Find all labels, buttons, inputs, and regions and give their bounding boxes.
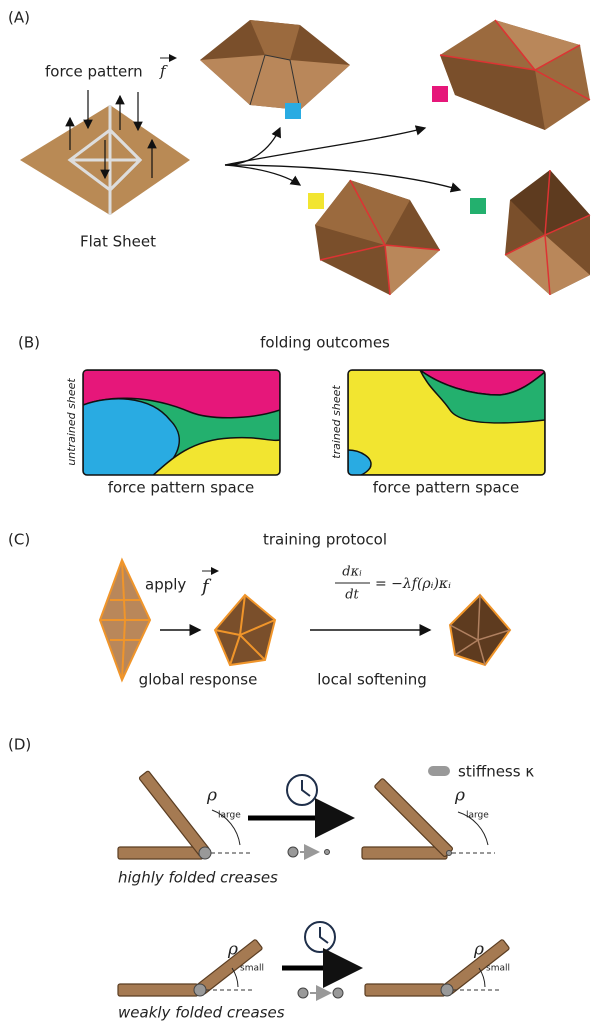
sheet-label: Flat Sheet xyxy=(80,233,156,251)
stiffness-after xyxy=(324,849,330,855)
force-label: force pattern xyxy=(45,63,143,81)
stiffness-before xyxy=(287,846,299,858)
equation-numerator: dκᵢ xyxy=(342,565,362,580)
outcome-swatch xyxy=(432,86,448,102)
rho-symbol: ρ xyxy=(227,940,238,960)
y-label: untrained sheet xyxy=(65,378,78,466)
crease-high-after xyxy=(361,778,495,860)
rho-subscript: small xyxy=(486,964,510,974)
panel-label: (B) xyxy=(18,334,40,352)
crease-weak-before xyxy=(117,939,263,997)
shape-top xyxy=(200,20,350,111)
force-symbol: f xyxy=(200,576,212,597)
y-label: trained sheet xyxy=(330,385,343,459)
panel-label: (A) xyxy=(8,9,30,27)
rho-symbol: ρ xyxy=(473,940,484,960)
x-label: force pattern space xyxy=(108,479,254,497)
stiffness-before xyxy=(297,987,309,999)
shape-top-right xyxy=(439,19,591,130)
panel-label: (C) xyxy=(8,531,30,549)
shape-untrained xyxy=(98,557,152,683)
rho-subscript: large xyxy=(466,811,489,821)
outcome-swatch xyxy=(470,198,486,214)
panel-title: training protocol xyxy=(263,531,387,549)
shape-bottom xyxy=(315,179,441,296)
crease-weak-after xyxy=(364,939,510,997)
force-symbol: f xyxy=(159,62,168,80)
clock xyxy=(286,774,318,806)
outcome-swatch xyxy=(308,193,324,209)
equation-denominator: dt xyxy=(345,588,359,603)
clock xyxy=(304,921,336,953)
rho-symbol: ρ xyxy=(454,786,465,806)
rho-subscript: large xyxy=(218,811,241,821)
shape-bottom-right xyxy=(504,169,591,296)
apply-label: apply xyxy=(145,576,186,594)
flat-sheet xyxy=(20,90,190,215)
rho-symbol: ρ xyxy=(206,786,217,806)
legend-label: stiffness κ xyxy=(458,763,534,781)
shape-mid xyxy=(213,593,277,667)
shape-trained xyxy=(448,593,512,667)
outcome-map-untrained xyxy=(83,370,280,475)
rho-subscript: small xyxy=(240,964,264,974)
caption: highly folded creases xyxy=(118,869,278,887)
step-label: local softening xyxy=(317,671,427,689)
caption: weakly folded creases xyxy=(118,1004,285,1022)
crease-high-before xyxy=(117,770,250,860)
panel-title: folding outcomes xyxy=(260,334,390,352)
outcome-arrows xyxy=(224,125,462,193)
outcome-swatch xyxy=(285,103,301,119)
step-label: global response xyxy=(139,671,258,689)
legend-key xyxy=(428,766,450,776)
outcome-map-trained xyxy=(348,370,545,475)
panel-label: (D) xyxy=(8,736,31,754)
x-label: force pattern space xyxy=(373,479,519,497)
equation-rhs: = −λf(ρᵢ)κᵢ xyxy=(375,576,451,592)
stiffness-after xyxy=(332,987,344,999)
